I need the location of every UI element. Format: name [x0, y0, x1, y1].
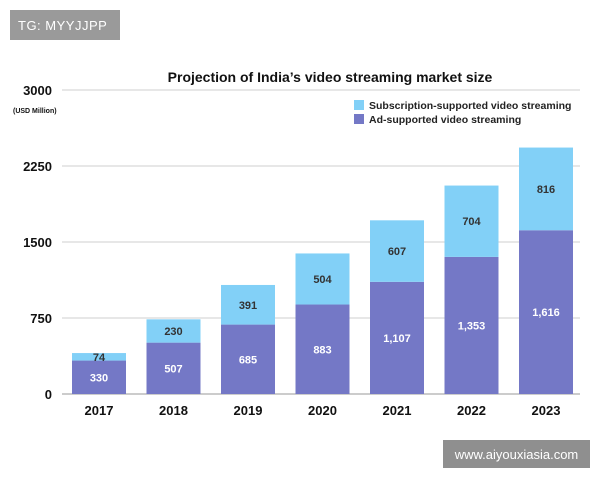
bar-segment-ad-supported — [370, 281, 424, 394]
bar-segment-ad-supported — [444, 256, 499, 394]
bar-segment-subscription — [72, 353, 126, 361]
bar-segment-ad-supported — [72, 360, 126, 394]
watermark-bottom-badge: www.aiyouxiasia.com — [443, 440, 590, 468]
bar-segment-subscription — [221, 284, 275, 325]
data-label-ad-supported: 685 — [239, 354, 257, 366]
legend-label: Subscription-supported video streaming — [369, 100, 571, 112]
y-tick-label: 3000 — [23, 83, 52, 98]
data-label-subscription: 74 — [93, 352, 106, 364]
x-tick-label: 2017 — [85, 403, 114, 418]
data-label-ad-supported: 1,353 — [458, 320, 486, 332]
data-label-subscription: 230 — [164, 326, 182, 338]
legend-swatch — [354, 100, 364, 110]
data-label-ad-supported: 507 — [164, 363, 182, 375]
x-tick-label: 2021 — [383, 403, 412, 418]
bar-segment-ad-supported — [519, 230, 573, 394]
data-label-subscription: 704 — [462, 216, 481, 228]
bar-segment-subscription — [295, 253, 350, 305]
x-tick-label: 2020 — [308, 403, 337, 418]
bar-segment-ad-supported — [221, 324, 275, 394]
data-label-subscription: 607 — [388, 246, 406, 258]
legend-swatch — [354, 114, 364, 124]
data-label-ad-supported: 1,616 — [532, 307, 560, 319]
x-tick-label: 2019 — [234, 403, 263, 418]
data-label-subscription: 391 — [239, 300, 257, 312]
y-tick-label: 750 — [30, 311, 52, 326]
y-axis-unit-label: (USD Million) — [13, 108, 57, 115]
watermark-top-badge: TG: MYYJJPP — [10, 10, 120, 40]
x-tick-label: 2022 — [457, 403, 486, 418]
data-label-ad-supported: 1,107 — [383, 333, 411, 345]
y-tick-label: 2250 — [23, 159, 52, 174]
chart-title: Projection of India’s video streaming ma… — [168, 69, 493, 85]
bar-segment-subscription — [370, 220, 424, 282]
bar-segment-subscription — [444, 185, 499, 257]
y-tick-label: 1500 — [23, 235, 52, 250]
data-label-ad-supported: 883 — [313, 344, 331, 356]
data-label-subscription: 504 — [313, 274, 332, 286]
legend-label: Ad-supported video streaming — [369, 114, 521, 126]
bar-segment-subscription — [519, 147, 573, 231]
data-label-ad-supported: 330 — [90, 372, 108, 384]
bar-segment-ad-supported — [146, 342, 201, 394]
bar-segment-subscription — [146, 319, 201, 343]
x-tick-label: 2023 — [532, 403, 561, 418]
x-tick-label: 2018 — [159, 403, 188, 418]
y-tick-label: 0 — [45, 387, 52, 402]
data-label-subscription: 816 — [537, 184, 555, 196]
bar-segment-ad-supported — [295, 304, 350, 394]
